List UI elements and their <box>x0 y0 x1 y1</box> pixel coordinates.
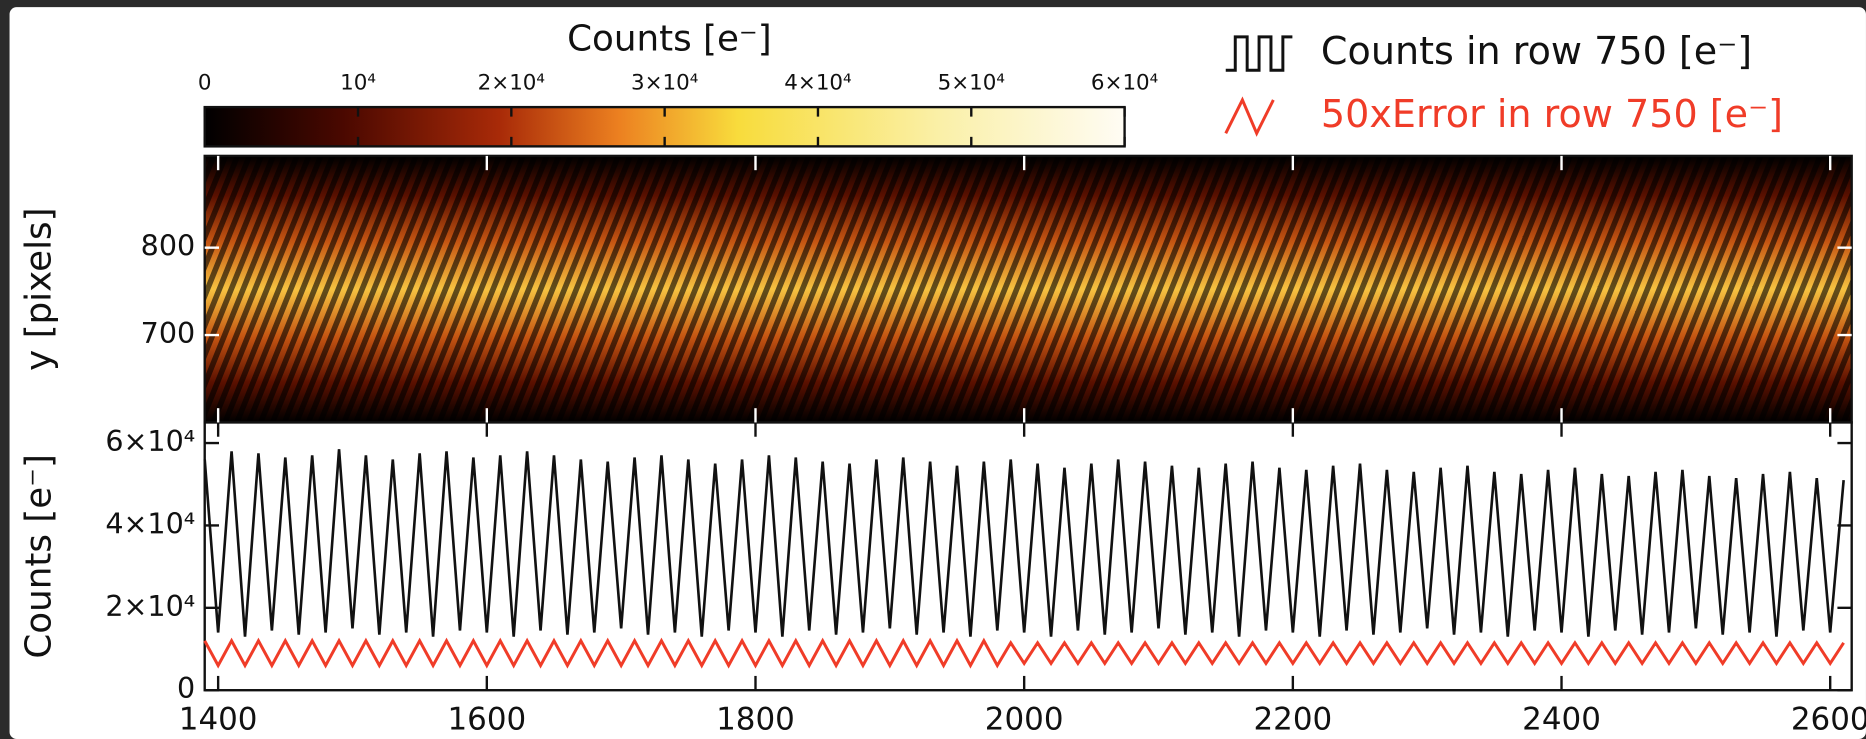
colorbar-label: Counts [e⁻] <box>567 18 772 59</box>
colorbar-tick-label: 3×10⁴ <box>631 70 698 95</box>
colorbar-tick-label: 4×10⁴ <box>784 70 851 95</box>
plot-area: 700 800 y [pixels] 0 10⁴ 2×10⁴ 3×10⁴ 4×10⁴ 5×10⁴… <box>18 18 1866 737</box>
colorbar-tick-label: 10⁴ <box>340 70 376 95</box>
colorbar-tick-label: 0 <box>198 70 212 95</box>
y-tick-label: 4×10⁴ <box>105 506 195 540</box>
x-tick-label: 1400 <box>179 702 258 738</box>
y-axis-label: Counts [e⁻] <box>18 454 59 659</box>
legend-icon <box>1224 96 1275 137</box>
colorbar-tick-label: 6×10⁴ <box>1091 70 1158 95</box>
series-line <box>203 637 1845 669</box>
series-line <box>203 449 1845 637</box>
x-tick-label: 2000 <box>985 702 1064 738</box>
legend-icon <box>1225 35 1293 72</box>
colorbar-tick-label: 5×10⁴ <box>938 70 1005 95</box>
legend-label: Counts in row 750 [e⁻] <box>1321 29 1752 73</box>
x-tick-label: 1800 <box>716 702 795 738</box>
x-tick-label: 2600 <box>1791 702 1866 738</box>
legend-label: 50xError in row 750 [e⁻] <box>1321 92 1783 136</box>
colorbar-tick-label: 2×10⁴ <box>478 70 545 95</box>
x-tick-label: 2200 <box>1253 702 1332 738</box>
x-tick-label: 1600 <box>447 702 526 738</box>
x-tick-label: 2400 <box>1522 702 1601 738</box>
y-tick-label: 2×10⁴ <box>105 589 195 623</box>
y-tick-label: 800 <box>141 229 196 263</box>
y-tick-label: 700 <box>141 316 196 350</box>
y-tick-label: 0 <box>177 671 195 705</box>
y-axis-label: y [pixels] <box>18 207 59 370</box>
image-stripes <box>204 155 1852 423</box>
y-tick-label: 6×10⁴ <box>105 424 195 458</box>
